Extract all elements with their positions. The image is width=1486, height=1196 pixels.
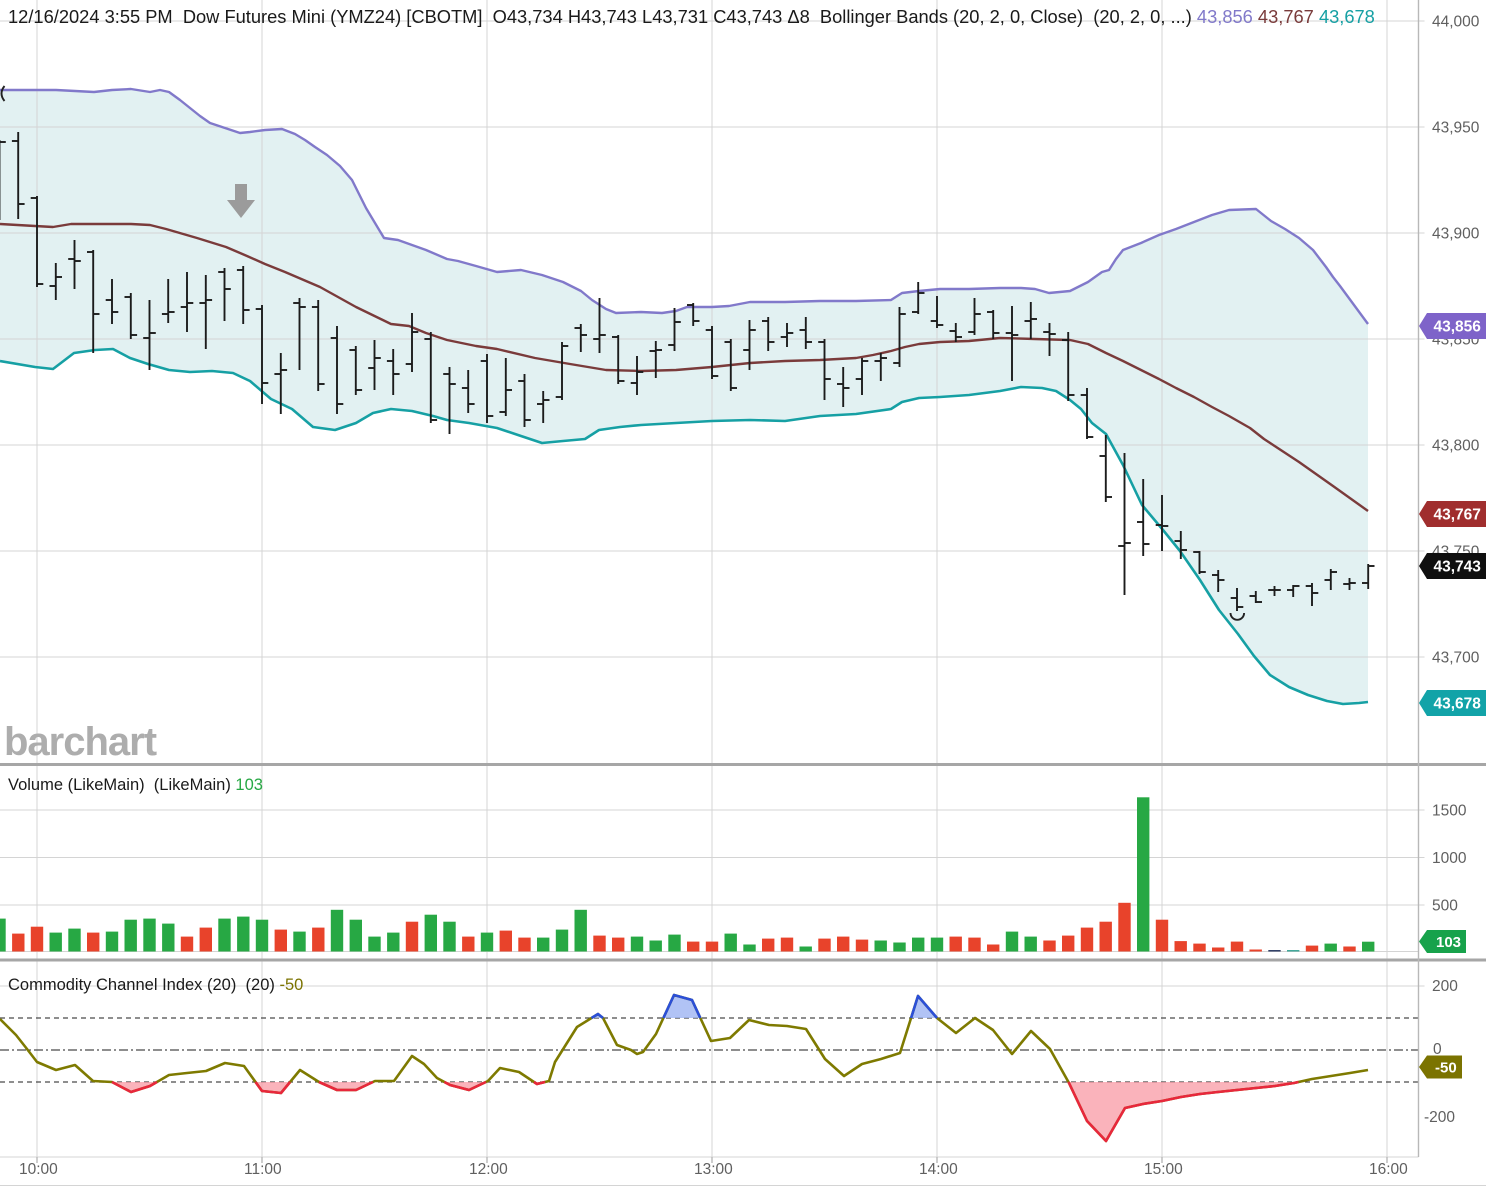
svg-text:1500: 1500: [1432, 803, 1467, 820]
svg-text:11:00: 11:00: [244, 1161, 282, 1178]
svg-text:12/16/2024 3:55 PM Dow Future: 12/16/2024 3:55 PM Dow Futures Mini (YMZ…: [8, 6, 1375, 27]
svg-text:0: 0: [1433, 1041, 1442, 1058]
svg-text:14:00: 14:00: [919, 1161, 958, 1178]
svg-text:200: 200: [1432, 978, 1458, 995]
svg-text:-200: -200: [1424, 1109, 1455, 1126]
svg-text:43,700: 43,700: [1432, 650, 1480, 667]
svg-text:16:00: 16:00: [1369, 1161, 1408, 1178]
svg-text:43,743: 43,743: [1434, 559, 1482, 576]
svg-text:43,900: 43,900: [1432, 226, 1480, 243]
svg-text:15:00: 15:00: [1144, 1161, 1183, 1178]
svg-text:12:00: 12:00: [469, 1161, 508, 1178]
svg-text:13:00: 13:00: [694, 1161, 733, 1178]
svg-text:43,800: 43,800: [1432, 438, 1480, 455]
svg-text:-50: -50: [1435, 1060, 1457, 1077]
svg-text:103: 103: [1436, 934, 1461, 951]
svg-text:Volume (LikeMain) (LikeMain): Volume (LikeMain) (LikeMain) 103: [8, 776, 263, 794]
svg-text:10:00: 10:00: [19, 1161, 58, 1178]
svg-text:1000: 1000: [1432, 850, 1467, 867]
svg-text:43,950: 43,950: [1432, 120, 1480, 137]
svg-text:43,678: 43,678: [1434, 696, 1482, 713]
svg-text:barchart: barchart: [4, 720, 157, 764]
svg-text:44,000: 44,000: [1432, 14, 1480, 31]
svg-text:43,767: 43,767: [1434, 507, 1481, 524]
svg-text:500: 500: [1432, 898, 1458, 915]
svg-text:43,856: 43,856: [1434, 319, 1482, 336]
svg-text:Commodity Channel Index (20): Commodity Channel Index (20) (20) -50: [8, 976, 303, 994]
